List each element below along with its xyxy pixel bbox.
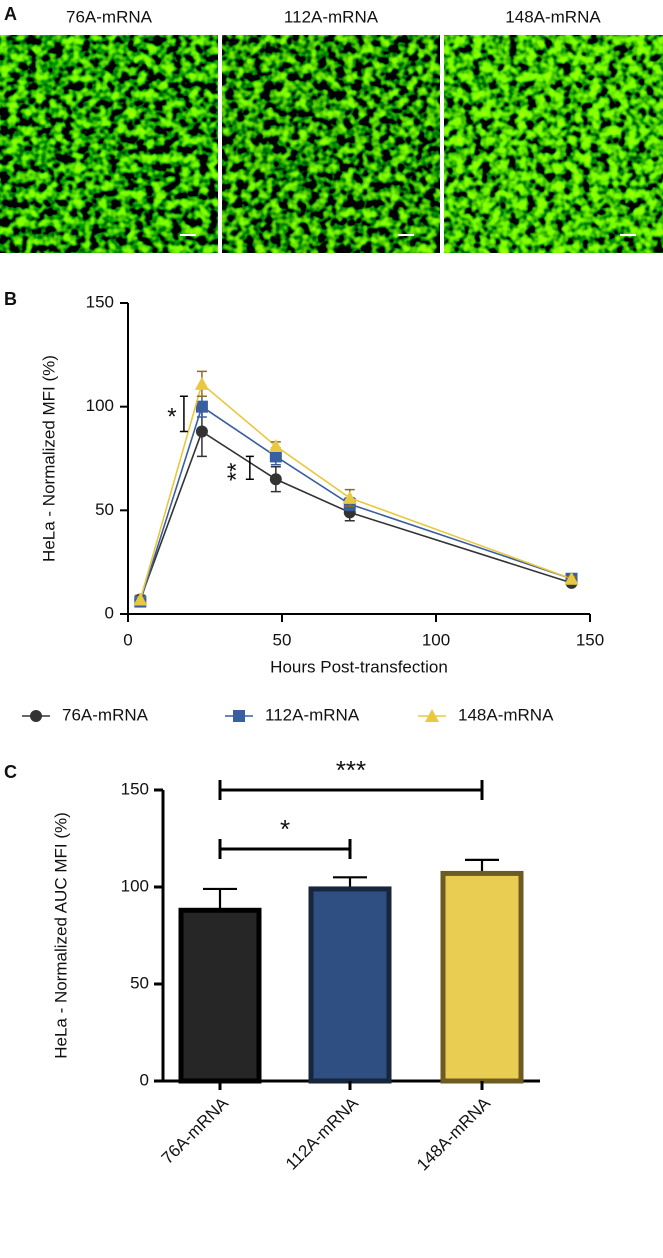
panel-label: C bbox=[4, 762, 17, 782]
significance-label: ** bbox=[223, 462, 250, 481]
x-tick-label: 150 bbox=[576, 630, 604, 649]
image-title: 112A-mRNA bbox=[284, 7, 379, 26]
significance-label: *** bbox=[336, 755, 366, 785]
marker bbox=[269, 473, 282, 486]
marker bbox=[195, 400, 208, 413]
marker bbox=[564, 571, 579, 585]
x-tick-label: 100 bbox=[422, 630, 450, 649]
micrograph bbox=[444, 35, 663, 253]
y-tick-label: 50 bbox=[95, 500, 114, 519]
y-tick-label: 100 bbox=[121, 876, 149, 895]
y-tick-label: 150 bbox=[86, 292, 114, 311]
image-title: 76A-mRNA bbox=[66, 7, 153, 26]
panel-label: B bbox=[4, 289, 17, 309]
micrograph bbox=[222, 35, 440, 253]
bar bbox=[308, 886, 392, 1084]
significance-label: * bbox=[167, 403, 176, 430]
y-tick-label: 150 bbox=[121, 779, 149, 798]
significance-bracket bbox=[179, 395, 188, 433]
y-axis-label: HeLa - Normalized MFI (%) bbox=[39, 355, 58, 562]
x-tick-label: 148A-mRNA bbox=[413, 1093, 494, 1174]
marker bbox=[30, 710, 42, 722]
x-tick-label: 0 bbox=[123, 630, 132, 649]
significance-bracket bbox=[218, 839, 352, 859]
bar bbox=[440, 870, 524, 1084]
error-bar bbox=[203, 887, 237, 911]
marker bbox=[342, 490, 357, 504]
micrograph bbox=[0, 35, 218, 253]
image-panel: A 76A-mRNA 112A-mRNA 148A-mRNA bbox=[0, 4, 663, 253]
legend-label: 76A-mRNA bbox=[62, 705, 149, 724]
marker bbox=[133, 592, 148, 606]
marker bbox=[269, 450, 282, 463]
marker bbox=[425, 709, 439, 722]
x-tick-label: 76A-mRNA bbox=[158, 1093, 233, 1168]
significance-label: * bbox=[280, 814, 290, 844]
y-axis-label: HeLa - Normalized AUC MFI (%) bbox=[51, 812, 70, 1059]
y-tick-label: 0 bbox=[140, 1070, 149, 1089]
series-line bbox=[139, 382, 572, 600]
y-tick-label: 50 bbox=[130, 973, 149, 992]
marker bbox=[268, 439, 283, 453]
y-tick-label: 0 bbox=[105, 603, 114, 622]
legend-label: 148A-mRNA bbox=[458, 705, 554, 724]
y-tick-label: 100 bbox=[86, 396, 114, 415]
legend-label: 112A-mRNA bbox=[265, 705, 360, 724]
marker bbox=[194, 376, 209, 390]
significance-bracket bbox=[245, 455, 254, 480]
x-tick-label: 112A-mRNA bbox=[282, 1093, 362, 1173]
marker bbox=[233, 710, 245, 722]
x-axis-label: Hours Post-transfection bbox=[270, 657, 448, 676]
x-tick-label: 50 bbox=[273, 630, 292, 649]
significance-bracket bbox=[218, 780, 484, 800]
panel-label: A bbox=[4, 4, 17, 24]
image-title: 148A-mRNA bbox=[505, 7, 601, 26]
bar bbox=[178, 907, 262, 1084]
marker bbox=[195, 425, 208, 438]
